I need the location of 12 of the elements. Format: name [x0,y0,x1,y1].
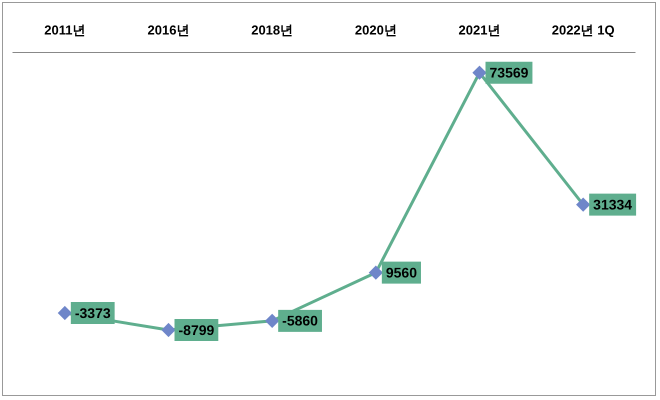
x-tick-label: 2016년 [148,22,190,38]
x-tick-label: 2021년 [458,22,500,38]
data-label: 31334 [593,196,632,212]
data-label: -8799 [178,322,215,338]
data-label: -3373 [74,304,111,321]
x-tick-label: 2011년 [44,22,86,38]
data-label: 9560 [386,264,418,281]
data-label: -5860 [282,312,318,329]
x-tick-label: 2018년 [251,22,294,38]
x-tick-label: 2022년 1Q [552,22,615,38]
data-label: 73569 [490,64,529,81]
x-tick-label: 2020년 [354,22,397,38]
